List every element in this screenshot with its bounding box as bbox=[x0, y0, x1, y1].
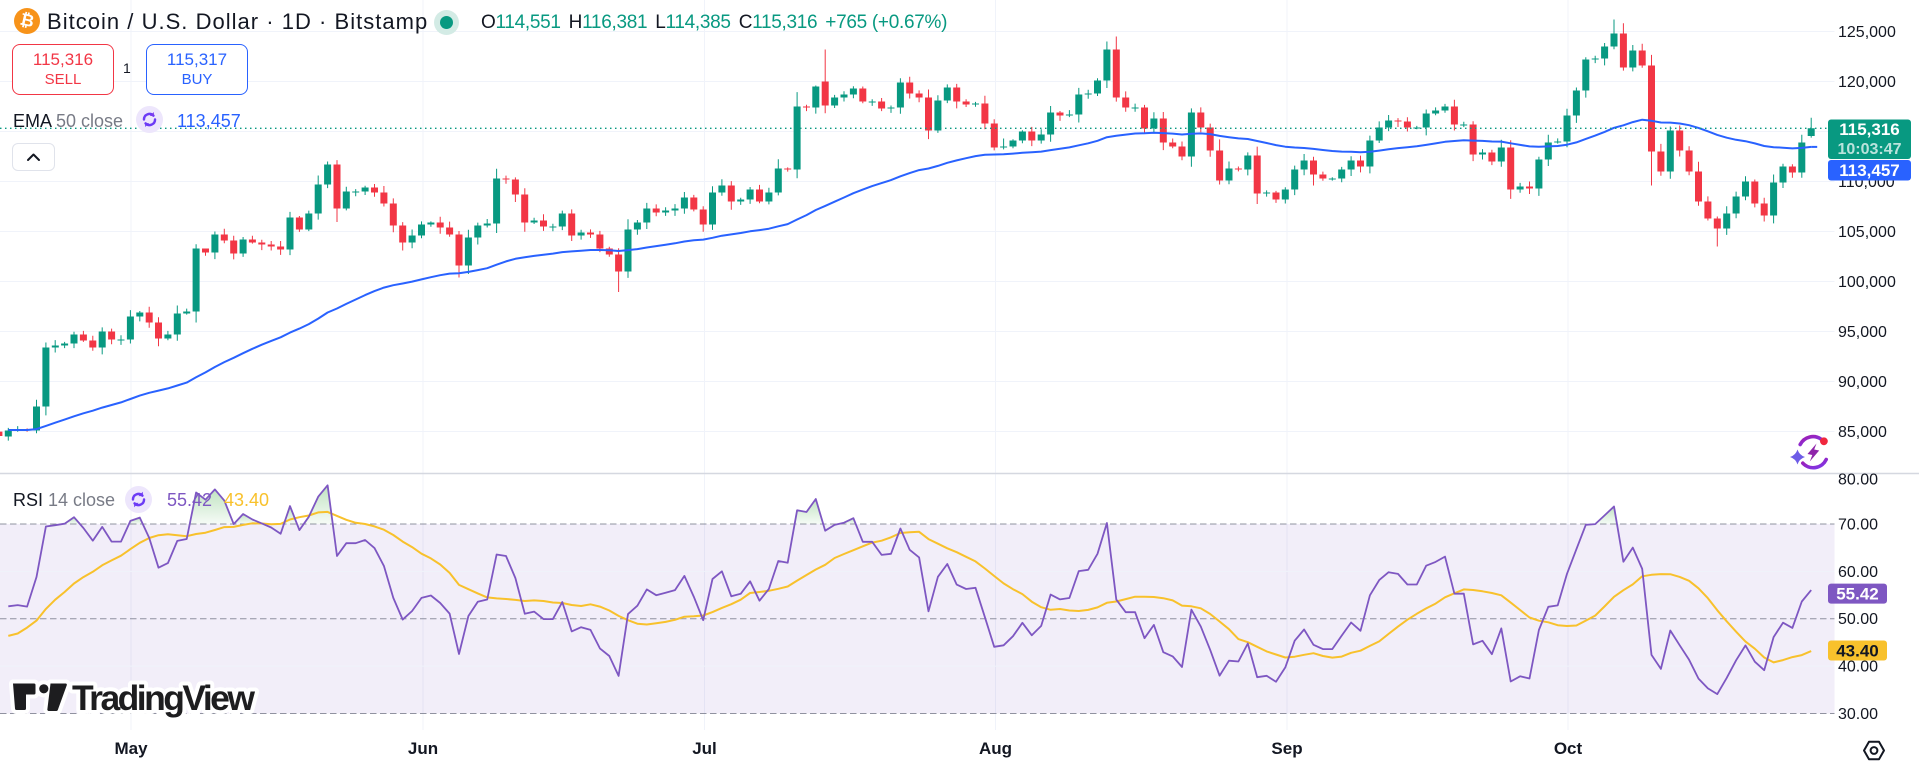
svg-text:43.40: 43.40 bbox=[1836, 642, 1879, 661]
svg-text:TradingView: TradingView bbox=[72, 678, 255, 718]
svg-text:Aug: Aug bbox=[979, 739, 1012, 758]
svg-text:120,000: 120,000 bbox=[1838, 74, 1896, 91]
svg-text:55.42: 55.42 bbox=[1836, 585, 1879, 604]
svg-text:85,000: 85,000 bbox=[1838, 424, 1887, 441]
svg-text:105,000: 105,000 bbox=[1838, 224, 1896, 241]
svg-text:100,000: 100,000 bbox=[1838, 274, 1896, 291]
svg-text:10:03:47: 10:03:47 bbox=[1837, 141, 1901, 158]
svg-text:40.00: 40.00 bbox=[1838, 659, 1878, 676]
svg-text:50.00: 50.00 bbox=[1838, 611, 1878, 628]
svg-text:125,000: 125,000 bbox=[1838, 24, 1896, 41]
svg-text:May: May bbox=[114, 739, 148, 758]
svg-text:80.00: 80.00 bbox=[1838, 472, 1878, 489]
svg-text:90,000: 90,000 bbox=[1838, 374, 1887, 391]
svg-text:TradingView: TradingView bbox=[72, 678, 255, 718]
svg-text:Jun: Jun bbox=[408, 739, 438, 758]
svg-text:Oct: Oct bbox=[1554, 739, 1583, 758]
svg-text:115,316: 115,316 bbox=[1839, 120, 1900, 139]
svg-text:70.00: 70.00 bbox=[1838, 517, 1878, 534]
svg-text:113,457: 113,457 bbox=[1839, 161, 1900, 180]
svg-text:60.00: 60.00 bbox=[1838, 564, 1878, 581]
svg-text:Sep: Sep bbox=[1271, 739, 1302, 758]
svg-text:30.00: 30.00 bbox=[1838, 706, 1878, 723]
svg-text:95,000: 95,000 bbox=[1838, 324, 1887, 341]
svg-text:Jul: Jul bbox=[692, 739, 717, 758]
